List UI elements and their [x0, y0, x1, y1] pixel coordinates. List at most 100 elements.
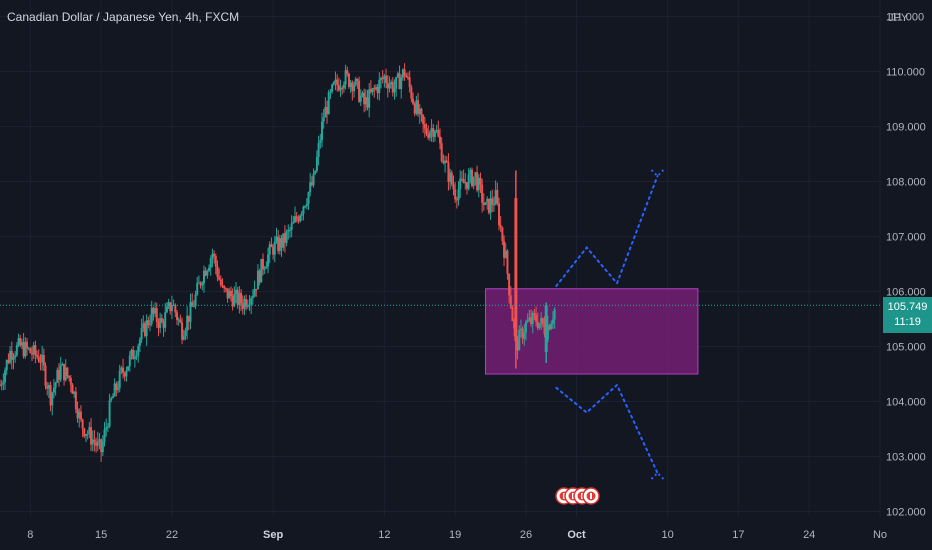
candle-body: [167, 302, 170, 307]
candle-body: [487, 198, 490, 213]
candle-body: [514, 198, 518, 341]
candle-body: [464, 182, 467, 184]
candle-body: [465, 182, 468, 189]
candle-body: [47, 385, 50, 389]
candle-body: [391, 81, 394, 93]
candle-body: [221, 285, 224, 287]
candle-body: [90, 427, 93, 445]
candle-body: [477, 177, 480, 191]
candle-body: [123, 372, 126, 377]
candle-body: [214, 256, 217, 267]
candle-body: [516, 340, 519, 351]
candle-body: [459, 178, 462, 190]
candle-body: [71, 384, 74, 394]
candle-body: [177, 319, 180, 321]
candle-body: [231, 296, 234, 307]
candle-body: [218, 276, 221, 280]
candle-body: [356, 78, 359, 81]
candle-body: [536, 321, 539, 328]
candle-body: [143, 323, 146, 337]
candle-body: [83, 428, 86, 437]
candle-body: [250, 298, 253, 305]
candle-body: [444, 160, 447, 164]
time-axis[interactable]: 8 15 22 Sep 12 19 26 Oct 10 17 24 No: [27, 529, 887, 541]
candle-body: [324, 106, 327, 118]
candle-body: [223, 286, 226, 289]
price-tick-label: 104.000: [886, 397, 926, 409]
candle-body: [482, 202, 485, 205]
candle-body: [454, 189, 457, 200]
candle-body: [66, 367, 69, 376]
projection-paths[interactable]: [555, 169, 665, 480]
candle-body: [199, 282, 202, 286]
candle-body: [51, 392, 54, 406]
price-tick-label: 102.000: [886, 507, 926, 519]
candle-body: [300, 213, 303, 216]
candle-body: [110, 398, 113, 401]
candle-body: [98, 439, 101, 441]
candle-body: [52, 387, 55, 393]
economic-events[interactable]: [555, 487, 600, 505]
candlestick-series[interactable]: [0, 63, 556, 462]
candle-body: [341, 87, 344, 89]
candle-body: [294, 216, 297, 222]
candle-body: [359, 95, 362, 102]
candle-body: [506, 250, 509, 274]
candle-body: [415, 100, 418, 114]
candle-body: [320, 121, 323, 141]
candle-body: [486, 198, 489, 203]
candle-body: [492, 204, 495, 206]
candle-body: [159, 317, 162, 329]
candle-body: [305, 203, 308, 207]
candle-body: [246, 304, 249, 307]
candle-body: [460, 178, 463, 180]
candle-body: [93, 439, 96, 443]
candle-body: [147, 320, 150, 326]
candle-body: [315, 156, 318, 171]
candle-body: [20, 342, 23, 346]
candle-body: [4, 370, 7, 383]
symbol-title: Canadian Dollar / Japanese Yen, 4h, FXCM: [7, 10, 240, 24]
candle-body: [310, 182, 313, 186]
projection-path[interactable]: [555, 383, 659, 474]
candle-body: [14, 355, 17, 358]
projection-arrowhead: [650, 471, 665, 480]
candle-body: [272, 247, 275, 255]
candle-body: [496, 189, 499, 204]
candle-body: [182, 335, 185, 340]
candle-body: [299, 215, 302, 222]
candle-body: [543, 324, 546, 335]
event-flag-icon[interactable]: [582, 487, 600, 505]
candle-body: [498, 203, 501, 225]
candle-body: [5, 359, 8, 371]
candle-body: [439, 136, 441, 144]
candle-body: [22, 342, 25, 357]
candle-body: [544, 305, 548, 352]
candle-body: [253, 288, 256, 297]
candle-body: [258, 270, 261, 283]
candle-body: [469, 169, 472, 175]
candle-body: [251, 296, 254, 299]
candle-body: [412, 98, 415, 104]
candle-body: [12, 357, 15, 360]
candle-body: [101, 441, 104, 453]
zone-rect[interactable]: [485, 288, 699, 375]
candle-body: [243, 298, 246, 309]
candle-body: [32, 345, 35, 355]
candle-body: [95, 442, 98, 446]
demand-zone[interactable]: [485, 288, 699, 375]
candle-body: [349, 82, 352, 87]
candle-body: [213, 253, 216, 257]
candle-body: [31, 352, 34, 355]
candle-body: [268, 244, 271, 255]
candle-body: [130, 349, 133, 356]
candle-body: [462, 179, 465, 184]
candle-body: [27, 348, 30, 350]
candle-body: [0, 384, 3, 386]
price-axis[interactable]: JPY 102.000 103.000 104.000 105.000 106.000 1…: [886, 12, 926, 519]
projection-path[interactable]: [555, 175, 659, 287]
time-tick-label: 15: [95, 529, 107, 541]
candle-body: [295, 216, 298, 219]
currency-label: JPY: [888, 12, 909, 24]
